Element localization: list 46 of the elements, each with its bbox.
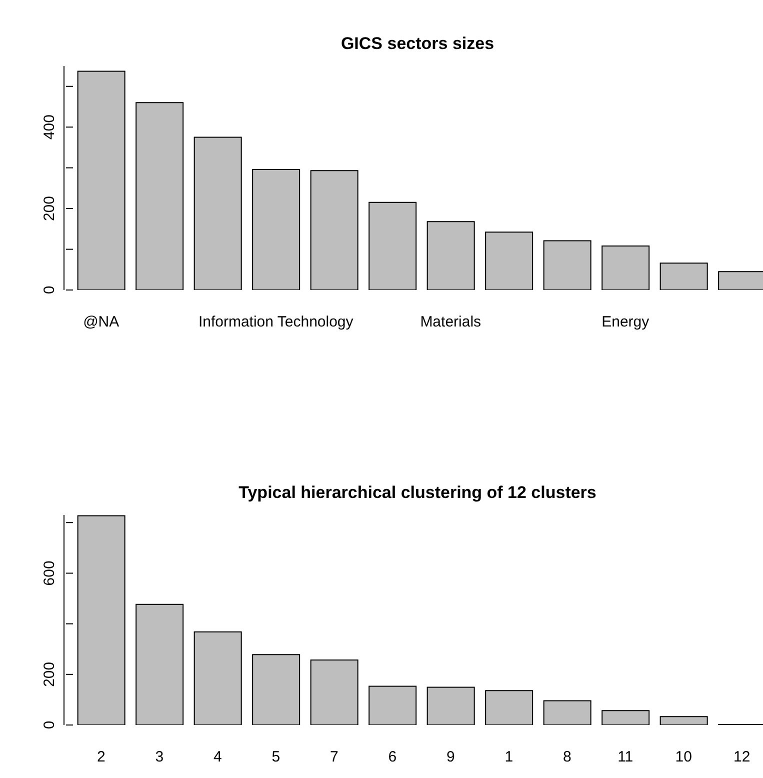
y-tick-label: 0 xyxy=(41,286,58,294)
chart-title: GICS sectors sizes xyxy=(340,34,496,54)
bar xyxy=(485,690,534,725)
bar xyxy=(602,246,650,290)
x-tick-label: 8 xyxy=(562,748,572,766)
bar xyxy=(543,240,592,290)
y-tick-label: 0 xyxy=(41,720,58,730)
y-tick-label: 400 xyxy=(41,114,58,140)
x-tick-label: Materials xyxy=(420,314,482,331)
x-tick-label: 1 xyxy=(504,748,514,766)
bar xyxy=(310,659,358,725)
chart-title: Typical hierarchical clustering of 12 clusters xyxy=(238,483,598,503)
x-tick-label: 11 xyxy=(618,748,634,766)
bar xyxy=(136,102,184,290)
bar xyxy=(77,515,126,725)
x-tick-label: 12 xyxy=(734,748,750,766)
bar xyxy=(368,686,417,725)
bar xyxy=(194,631,242,725)
x-tick-label: Energy xyxy=(602,314,650,331)
bar xyxy=(252,654,300,725)
bar xyxy=(660,716,708,725)
y-tick-label: 600 xyxy=(41,560,58,586)
bar xyxy=(77,70,126,290)
bar xyxy=(660,262,708,290)
x-tick-label: Information Technology xyxy=(198,314,354,331)
x-tick-label: 6 xyxy=(388,748,397,766)
bar xyxy=(485,232,534,290)
x-tick-label: 3 xyxy=(155,748,164,766)
x-tick-label: 2 xyxy=(96,748,106,766)
bar xyxy=(602,710,650,725)
x-tick-label: @NA xyxy=(83,314,120,331)
x-tick-label: 4 xyxy=(213,748,222,766)
bar xyxy=(543,700,592,725)
bar xyxy=(252,168,300,290)
x-tick-label: 10 xyxy=(675,748,692,766)
bar xyxy=(368,202,417,290)
x-tick-label: 5 xyxy=(272,748,280,766)
bar xyxy=(136,604,184,725)
bar xyxy=(194,136,242,290)
x-tick-label: 7 xyxy=(330,748,338,766)
y-tick-label: 200 xyxy=(41,196,58,222)
y-tick-label: 200 xyxy=(41,662,58,687)
x-tick-label: 9 xyxy=(446,748,455,766)
bar xyxy=(310,170,358,290)
bar xyxy=(426,686,475,725)
bar xyxy=(426,221,475,290)
